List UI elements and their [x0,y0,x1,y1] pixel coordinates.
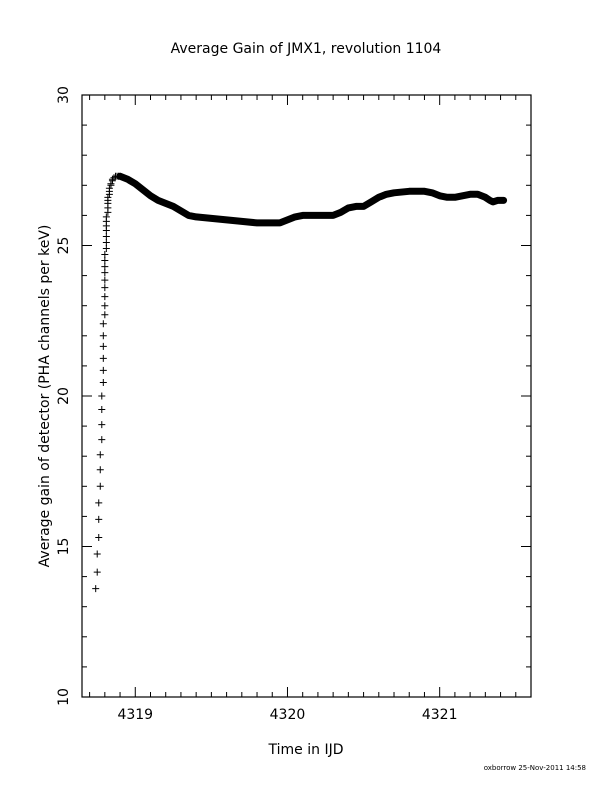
data-point [105,184,113,192]
data-point [101,263,109,271]
data-point [99,366,107,374]
x-tick-label: 4320 [270,707,306,723]
data-point [101,251,109,259]
data-point [102,213,110,221]
x-axis-label: Time in IJD [268,742,344,758]
data-point [101,257,109,265]
y-axis-label: Average gain of detector (PHA channels p… [37,225,53,568]
data-point [99,332,107,340]
data-point [93,568,101,576]
data-point [99,378,107,386]
data-point [95,533,103,541]
data-points [92,172,508,593]
data-point [93,550,101,558]
x-tick-label: 4321 [422,707,458,723]
data-point [104,193,112,201]
data-point [99,354,107,362]
data-point [101,284,109,292]
data-point [95,515,103,523]
data-point [98,421,106,429]
data-point [98,392,106,400]
data-point [110,174,118,182]
footer-credit: oxborrow 25-Nov-2011 14:58 [484,764,586,772]
x-tick-label: 4319 [117,707,153,723]
data-point [99,320,107,328]
data-point [102,245,110,253]
data-point [108,175,116,183]
dense-data-band [116,172,508,227]
data-point [101,302,109,310]
y-tick-label: 30 [56,86,72,104]
data-point [96,451,104,459]
data-point [101,293,109,301]
data-point [95,499,103,507]
data-point [98,436,106,444]
plot-frame [81,94,532,698]
data-point [99,342,107,350]
y-tick-label: 15 [56,538,72,556]
data-point [96,482,104,490]
tick-labels: 4319 4320 4321 10 15 20 25 30 [56,86,457,723]
y-tick-label: 20 [56,387,72,405]
y-tick-label: 10 [56,688,72,706]
data-point [101,269,109,277]
data-point [102,238,110,246]
axis-ticks [82,94,532,698]
y-tick-label: 25 [56,237,72,255]
data-point [96,466,104,474]
data-point [102,232,110,240]
data-point [101,276,109,284]
data-point [101,311,109,319]
data-point [98,406,106,414]
chart-title: Average Gain of JMX1, revolution 1104 [171,41,442,57]
data-point [107,180,115,188]
data-point [92,585,100,593]
